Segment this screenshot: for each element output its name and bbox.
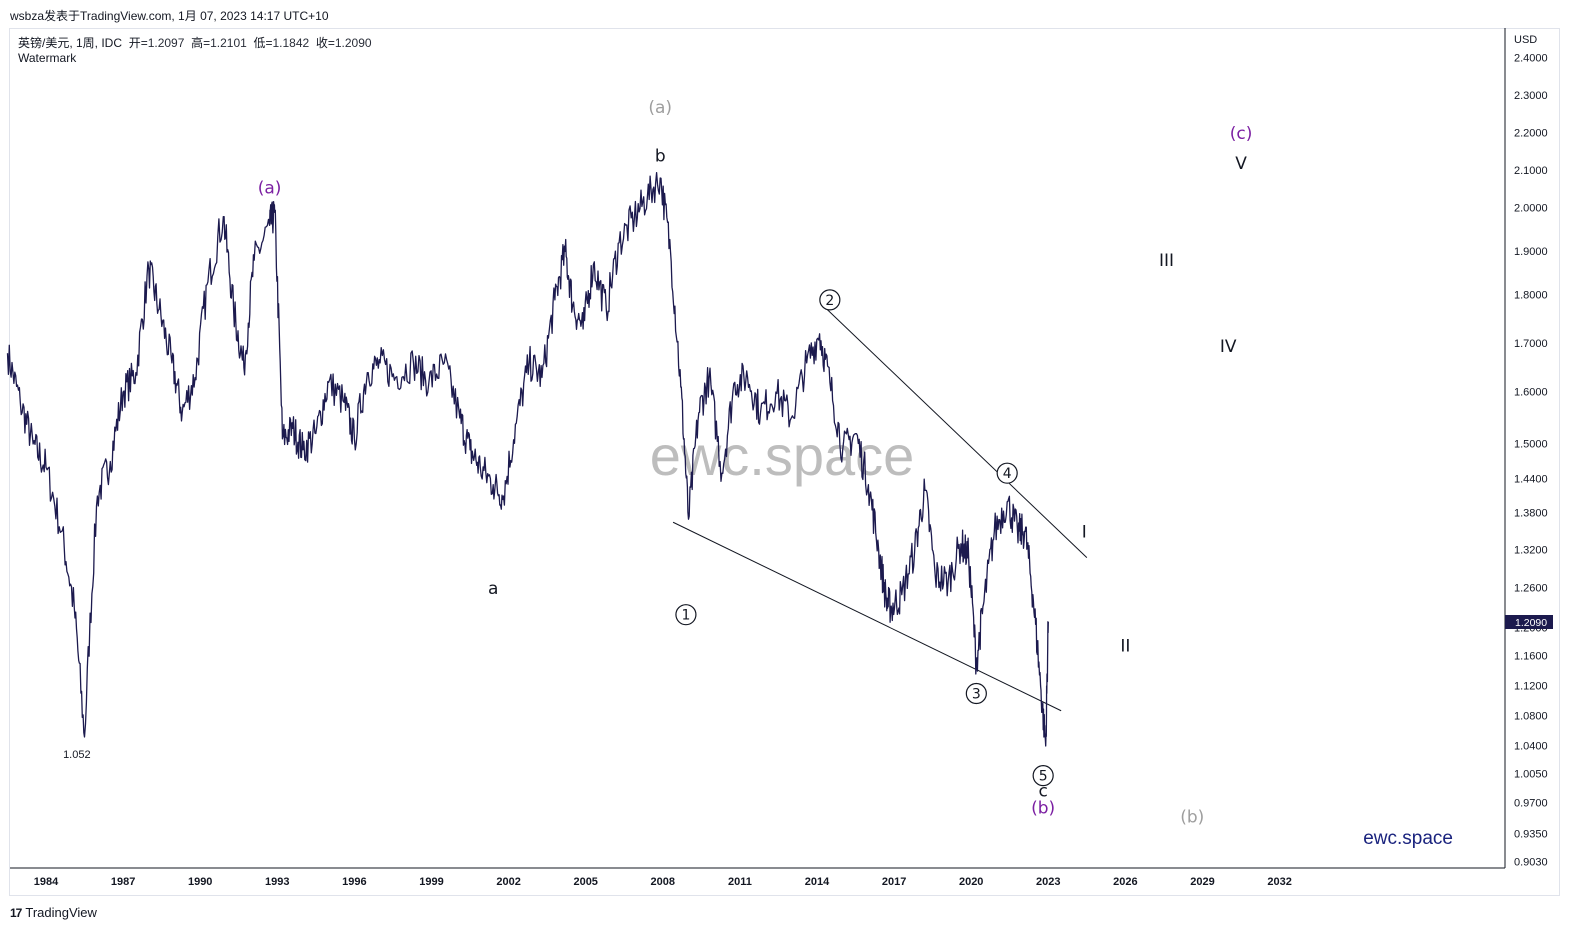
time-tick-label: 2029 — [1190, 876, 1214, 888]
time-tick-label: 1987 — [111, 876, 135, 888]
price-tick-label: 1.4400 — [1514, 474, 1548, 486]
time-tick-label: 2008 — [651, 876, 675, 888]
wave-label: (b) — [1180, 807, 1204, 827]
low-label: 低= — [253, 36, 273, 50]
wave-label: (c) — [1230, 124, 1253, 144]
price-tick-label: 1.1200 — [1514, 681, 1548, 693]
wave-label: (b) — [1031, 798, 1055, 818]
time-tick-label: 1999 — [419, 876, 443, 888]
time-axis[interactable]: 1984 1987 1990 1993 1996 1999 2002 2005 2008 2011… — [34, 876, 1292, 888]
wave-circle — [965, 682, 987, 705]
wave-label: 3 — [972, 687, 981, 703]
price-tick-label: 0.9700 — [1514, 798, 1548, 810]
price-tick-label: 1.6000 — [1514, 387, 1548, 399]
time-tick-label: 2023 — [1036, 876, 1060, 888]
wave-label: b — [655, 147, 666, 167]
price-tick-label: 1.0800 — [1514, 711, 1548, 723]
price-tick-label: 0.9350 — [1514, 829, 1548, 841]
trendline[interactable] — [824, 306, 1088, 558]
symbol-legend: 英镑/美元, 1周, IDC 开=1.2097 高=1.2101 低=1.184… — [18, 34, 372, 51]
time-tick-label: 2014 — [805, 876, 830, 888]
price-tick-label: 1.1600 — [1514, 651, 1548, 663]
tradingview-logo-text: TradingView — [25, 905, 97, 920]
wave-label: (a) — [648, 98, 672, 118]
time-tick-label: 2017 — [882, 876, 906, 888]
time-tick-label: 2032 — [1267, 876, 1291, 888]
wave-label: I — [1082, 523, 1087, 543]
time-tick-label: 1990 — [188, 876, 212, 888]
price-tick-label: 1.8000 — [1514, 290, 1548, 302]
wave-label: a — [488, 579, 498, 599]
close-value: 1.2090 — [334, 36, 372, 50]
price-axis[interactable]: 2.4000 2.3000 2.2000 2.1000 2.0000 1.9000 1.80… — [1514, 53, 1548, 869]
time-tick-label: 2026 — [1113, 876, 1137, 888]
time-tick-label: 2011 — [728, 876, 752, 888]
time-tick-label: 1993 — [265, 876, 289, 888]
currency-label: USD — [1514, 34, 1537, 46]
time-tick-label: 1996 — [342, 876, 366, 888]
time-tick-label: 2020 — [959, 876, 983, 888]
trendline[interactable] — [672, 521, 1062, 712]
price-tick-label: 1.5000 — [1514, 439, 1548, 451]
trendlines — [672, 306, 1088, 712]
wave-circle — [1032, 765, 1054, 787]
price-tick-label: 2.0000 — [1514, 203, 1548, 215]
time-tick-label: 2002 — [496, 876, 520, 888]
low-value: 1.1842 — [272, 36, 310, 50]
price-tick-label: 1.0050 — [1514, 769, 1548, 781]
wave-label: IV — [1220, 337, 1237, 357]
wave-label: 1 — [681, 608, 690, 624]
symbol-name[interactable]: 英镑/美元, 1周, IDC — [18, 36, 123, 50]
price-tick-label: 2.3000 — [1514, 90, 1548, 102]
wave-label: (a) — [258, 178, 282, 198]
price-tick-label: 1.0400 — [1514, 741, 1548, 753]
price-series-line — [6, 171, 1049, 747]
price-tick-label: 1.7000 — [1514, 338, 1548, 350]
price-tick-label: 1.9000 — [1514, 246, 1548, 258]
price-tick-label: 2.4000 — [1514, 53, 1548, 65]
min-price-label: 1.052 — [63, 749, 91, 761]
tradingview-logo[interactable]: 17 TradingView — [10, 905, 97, 920]
current-price-badge: 1.2090 — [1505, 615, 1553, 629]
open-label: 开= — [128, 36, 148, 50]
close-label: 收= — [315, 36, 335, 50]
wave-label: c — [1038, 782, 1047, 802]
chart-frame — [9, 28, 1560, 896]
open-value: 1.2097 — [147, 36, 185, 50]
price-tick-label: 0.9030 — [1514, 857, 1548, 869]
wave-label: III — [1159, 251, 1174, 271]
watermark-label: Watermark — [18, 51, 77, 65]
wave-label: 4 — [1003, 466, 1012, 482]
time-tick-label: 1984 — [34, 876, 59, 888]
wave-label: 2 — [825, 293, 834, 309]
wave-label: V — [1235, 154, 1247, 174]
price-tick-label: 1.2600 — [1514, 583, 1548, 595]
tradingview-logo-icon: 17 — [10, 906, 22, 920]
wave-circle — [819, 289, 841, 311]
time-tick-label: 2005 — [573, 876, 597, 888]
wave-label: II — [1120, 637, 1130, 657]
wave-circle — [996, 462, 1018, 484]
high-label: 高= — [191, 36, 211, 50]
price-tick-label: 1.3200 — [1514, 545, 1548, 557]
current-price-text: 1.2090 — [1515, 617, 1547, 629]
publish-header: wsbza发表于TradingView.com, 1月 07, 2023 14:… — [10, 9, 329, 23]
wave-label: 5 — [1039, 769, 1048, 785]
price-tick-label: 1.3800 — [1514, 508, 1548, 520]
center-watermark: ewc.space — [650, 424, 915, 487]
price-tick-label: 2.2000 — [1514, 128, 1548, 140]
price-tick-label: 2.1000 — [1514, 165, 1548, 177]
high-value: 1.2101 — [210, 36, 247, 50]
brand-watermark: ewc.space — [1363, 828, 1453, 849]
wave-circle — [675, 604, 697, 626]
